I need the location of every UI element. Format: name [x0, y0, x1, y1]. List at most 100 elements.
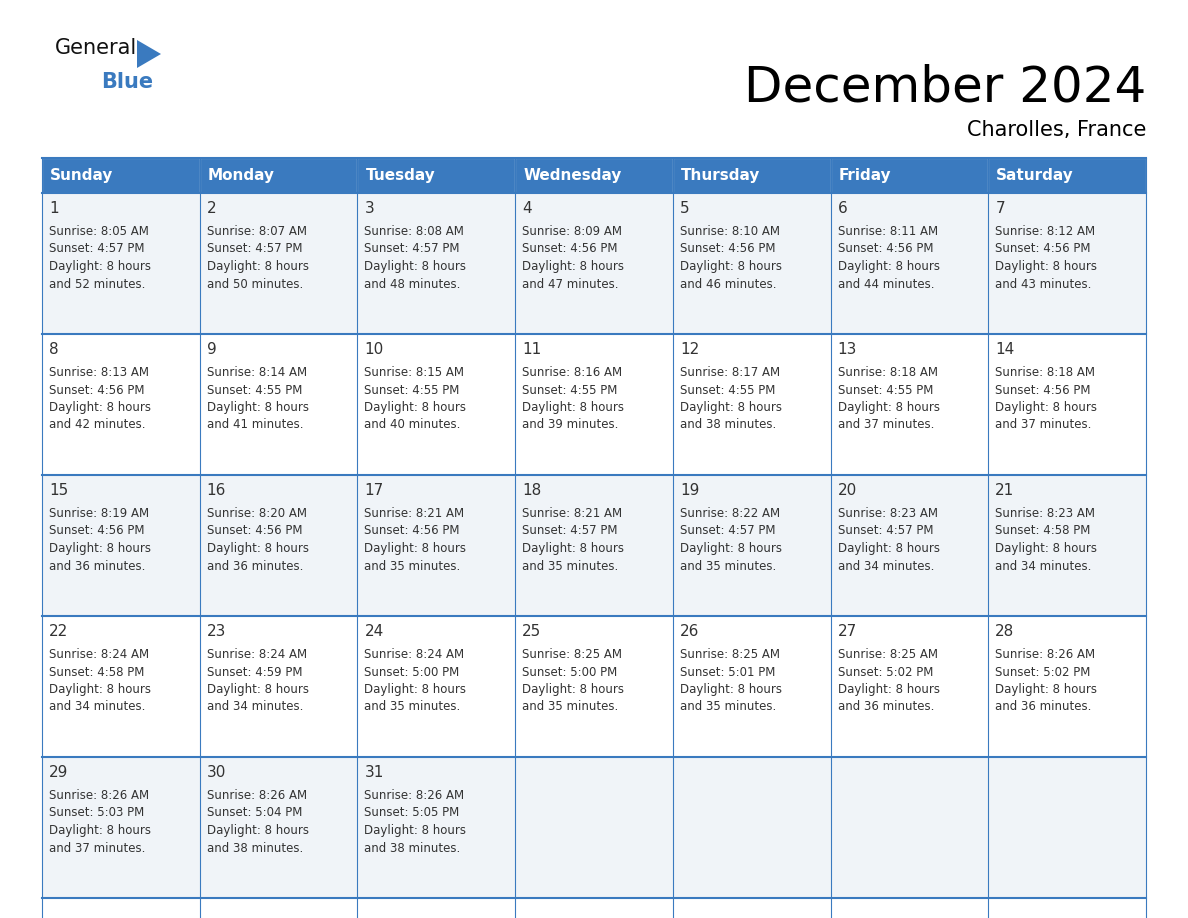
Text: and 40 minutes.: and 40 minutes. [365, 419, 461, 431]
Text: Sunrise: 8:10 AM: Sunrise: 8:10 AM [680, 225, 779, 238]
Text: Blue: Blue [101, 72, 153, 92]
Text: Thursday: Thursday [681, 168, 760, 183]
Bar [42, 475, 200, 616]
Text: and 35 minutes.: and 35 minutes. [365, 700, 461, 713]
Bar [672, 757, 830, 898]
Polygon shape [137, 40, 162, 68]
Text: and 38 minutes.: and 38 minutes. [207, 842, 303, 855]
Text: Monday: Monday [208, 168, 274, 183]
Text: Sunrise: 8:16 AM: Sunrise: 8:16 AM [523, 366, 623, 379]
Text: Saturday: Saturday [997, 168, 1074, 183]
Text: Sunrise: 8:26 AM: Sunrise: 8:26 AM [365, 789, 465, 802]
Text: Sunset: 4:56 PM: Sunset: 4:56 PM [680, 242, 776, 255]
Bar [672, 193, 830, 334]
Text: 18: 18 [523, 483, 542, 498]
Text: 24: 24 [365, 624, 384, 639]
Text: Sunrise: 8:26 AM: Sunrise: 8:26 AM [207, 789, 307, 802]
Bar [200, 334, 358, 475]
Text: 12: 12 [680, 342, 699, 357]
Text: 3: 3 [365, 201, 374, 216]
Bar [988, 193, 1146, 334]
Bar [672, 158, 830, 193]
Text: Daylight: 8 hours: Daylight: 8 hours [365, 542, 467, 555]
Text: 27: 27 [838, 624, 857, 639]
Text: 5: 5 [680, 201, 689, 216]
Bar [516, 616, 672, 757]
Text: Sunset: 5:00 PM: Sunset: 5:00 PM [365, 666, 460, 678]
Text: Sunrise: 8:11 AM: Sunrise: 8:11 AM [838, 225, 937, 238]
Text: Sunrise: 8:07 AM: Sunrise: 8:07 AM [207, 225, 307, 238]
Text: Sunset: 4:58 PM: Sunset: 4:58 PM [49, 666, 145, 678]
Text: Sunrise: 8:21 AM: Sunrise: 8:21 AM [365, 507, 465, 520]
Text: and 34 minutes.: and 34 minutes. [207, 700, 303, 713]
Text: Sunset: 4:55 PM: Sunset: 4:55 PM [365, 384, 460, 397]
Text: Daylight: 8 hours: Daylight: 8 hours [996, 542, 1098, 555]
Text: Sunset: 4:56 PM: Sunset: 4:56 PM [996, 384, 1091, 397]
Bar [830, 193, 988, 334]
Text: and 34 minutes.: and 34 minutes. [838, 559, 934, 573]
Text: 19: 19 [680, 483, 700, 498]
Text: 17: 17 [365, 483, 384, 498]
Text: 7: 7 [996, 201, 1005, 216]
Text: Daylight: 8 hours: Daylight: 8 hours [49, 542, 151, 555]
Bar [672, 616, 830, 757]
Text: Daylight: 8 hours: Daylight: 8 hours [680, 542, 782, 555]
Text: Sunrise: 8:18 AM: Sunrise: 8:18 AM [996, 366, 1095, 379]
Text: and 41 minutes.: and 41 minutes. [207, 419, 303, 431]
Bar [672, 475, 830, 616]
Text: Daylight: 8 hours: Daylight: 8 hours [49, 683, 151, 696]
Text: Sunset: 4:58 PM: Sunset: 4:58 PM [996, 524, 1091, 538]
Bar [200, 616, 358, 757]
Text: Sunset: 4:55 PM: Sunset: 4:55 PM [838, 384, 933, 397]
Bar [42, 158, 200, 193]
Text: and 48 minutes.: and 48 minutes. [365, 277, 461, 290]
Text: Daylight: 8 hours: Daylight: 8 hours [207, 401, 309, 414]
Bar [200, 158, 358, 193]
Bar [358, 475, 516, 616]
Text: and 35 minutes.: and 35 minutes. [365, 559, 461, 573]
Text: Sunrise: 8:22 AM: Sunrise: 8:22 AM [680, 507, 781, 520]
Text: Sunset: 4:56 PM: Sunset: 4:56 PM [49, 384, 145, 397]
Text: 6: 6 [838, 201, 847, 216]
Text: and 34 minutes.: and 34 minutes. [996, 559, 1092, 573]
Text: 13: 13 [838, 342, 857, 357]
Text: 1: 1 [49, 201, 58, 216]
Text: 14: 14 [996, 342, 1015, 357]
Text: Sunrise: 8:25 AM: Sunrise: 8:25 AM [523, 648, 623, 661]
Text: Sunset: 4:56 PM: Sunset: 4:56 PM [207, 524, 302, 538]
Bar [358, 193, 516, 334]
Text: Sunset: 5:02 PM: Sunset: 5:02 PM [838, 666, 933, 678]
Text: Sunrise: 8:12 AM: Sunrise: 8:12 AM [996, 225, 1095, 238]
Text: Daylight: 8 hours: Daylight: 8 hours [365, 401, 467, 414]
Bar [42, 334, 200, 475]
Text: Sunrise: 8:14 AM: Sunrise: 8:14 AM [207, 366, 307, 379]
Text: and 46 minutes.: and 46 minutes. [680, 277, 776, 290]
Text: and 37 minutes.: and 37 minutes. [996, 419, 1092, 431]
Text: Daylight: 8 hours: Daylight: 8 hours [365, 824, 467, 837]
Text: 15: 15 [49, 483, 68, 498]
Text: and 35 minutes.: and 35 minutes. [523, 559, 619, 573]
Text: Sunrise: 8:18 AM: Sunrise: 8:18 AM [838, 366, 937, 379]
Text: 16: 16 [207, 483, 226, 498]
Text: Sunrise: 8:09 AM: Sunrise: 8:09 AM [523, 225, 623, 238]
Text: Sunrise: 8:23 AM: Sunrise: 8:23 AM [838, 507, 937, 520]
Text: 28: 28 [996, 624, 1015, 639]
Text: 23: 23 [207, 624, 226, 639]
Text: 2: 2 [207, 201, 216, 216]
Text: Sunset: 5:00 PM: Sunset: 5:00 PM [523, 666, 618, 678]
Text: Friday: Friday [839, 168, 891, 183]
Text: Sunrise: 8:23 AM: Sunrise: 8:23 AM [996, 507, 1095, 520]
Text: Sunset: 4:56 PM: Sunset: 4:56 PM [523, 242, 618, 255]
Text: Sunrise: 8:26 AM: Sunrise: 8:26 AM [49, 789, 150, 802]
Text: Sunset: 5:02 PM: Sunset: 5:02 PM [996, 666, 1091, 678]
Text: Sunset: 4:55 PM: Sunset: 4:55 PM [207, 384, 302, 397]
Text: Daylight: 8 hours: Daylight: 8 hours [680, 683, 782, 696]
Text: Sunset: 4:57 PM: Sunset: 4:57 PM [207, 242, 302, 255]
Text: Daylight: 8 hours: Daylight: 8 hours [680, 260, 782, 273]
Text: 20: 20 [838, 483, 857, 498]
Text: Daylight: 8 hours: Daylight: 8 hours [996, 401, 1098, 414]
Text: and 44 minutes.: and 44 minutes. [838, 277, 934, 290]
Text: Daylight: 8 hours: Daylight: 8 hours [207, 683, 309, 696]
Text: Sunset: 5:01 PM: Sunset: 5:01 PM [680, 666, 776, 678]
Text: Sunrise: 8:19 AM: Sunrise: 8:19 AM [49, 507, 150, 520]
